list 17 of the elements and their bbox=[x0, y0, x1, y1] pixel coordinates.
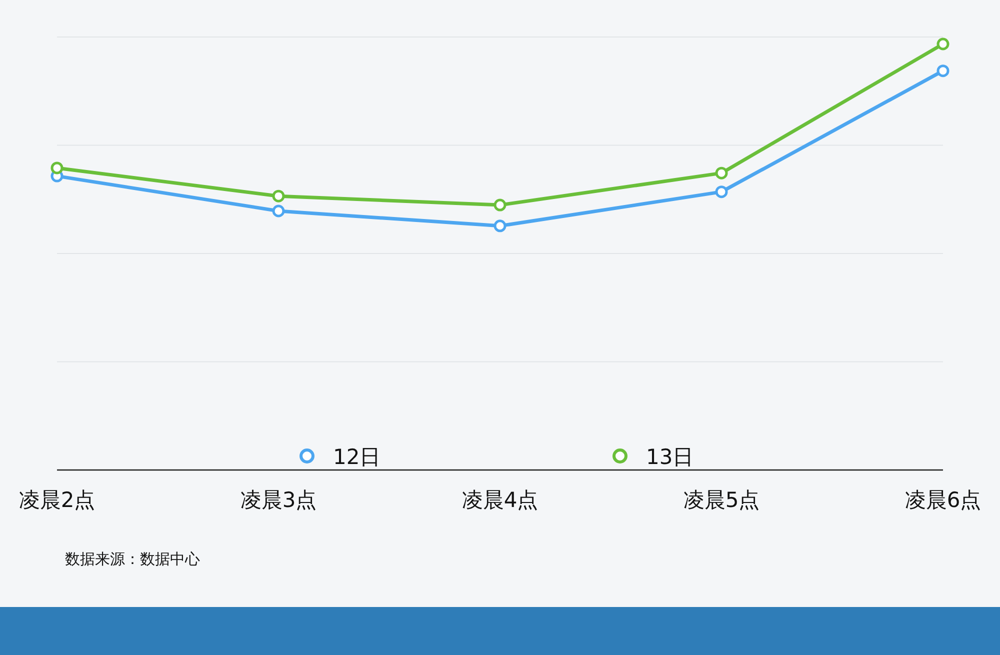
point bbox=[494, 198, 506, 212]
point bbox=[272, 204, 285, 218]
point bbox=[272, 190, 285, 202]
point bbox=[50, 162, 64, 174]
point bbox=[936, 38, 950, 50]
x-tick-label: 凌晨5点 bbox=[683, 488, 760, 512]
source-note: 数据来源：数据中心 bbox=[65, 550, 200, 568]
legend-label: 13日 bbox=[646, 445, 694, 469]
x-tick-label: 凌晨3点 bbox=[240, 488, 317, 512]
point bbox=[494, 220, 506, 232]
point bbox=[715, 166, 728, 180]
point bbox=[936, 64, 950, 78]
x-tick-label: 凌晨4点 bbox=[462, 488, 538, 512]
x-tick-label: 凌晨6点 bbox=[904, 488, 982, 512]
point bbox=[715, 186, 728, 198]
legend-label: 12日 bbox=[333, 445, 381, 469]
x-tick-label: 凌晨2点 bbox=[18, 488, 96, 512]
